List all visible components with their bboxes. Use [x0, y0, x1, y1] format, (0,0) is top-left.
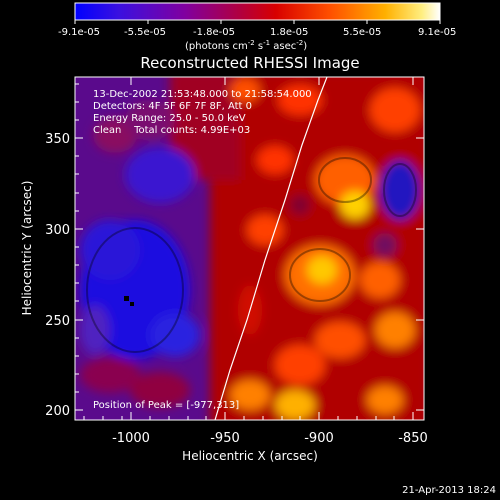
peak-position-label: Position of Peak = [-977,313]	[93, 400, 239, 411]
solar-limb-curve	[214, 77, 328, 420]
x-tick-label: -1000	[112, 431, 150, 446]
colorbar-tick-label: -9.1e-05	[58, 27, 100, 38]
colorbar-tick-label: -5.5e-05	[124, 27, 166, 38]
x-axis-ticks	[83, 77, 414, 420]
colorbar-tick-label: -1.8e-05	[193, 27, 235, 38]
colorbar-ticks	[74, 20, 441, 24]
info-energy-range: Energy Range: 25.0 - 50.0 keV	[93, 113, 246, 124]
colorbar-tick-label: 1.8e-05	[270, 27, 308, 38]
colorbar	[74, 2, 441, 21]
y-tick-label: 250	[45, 314, 70, 329]
y-axis-ticks	[75, 83, 424, 411]
x-axis-label: Heliocentric X (arcsec)	[182, 449, 318, 463]
y-tick-label: 300	[45, 223, 70, 238]
y-axis-label: Heliocentric Y (arcsec)	[20, 181, 34, 316]
info-time-range: 13-Dec-2002 21:53:48.000 to 21:58:54.000	[93, 89, 312, 100]
y-tick-label: 200	[45, 404, 70, 419]
x-tick-label: -850	[398, 431, 428, 446]
info-clean-counts: Clean Total counts: 4.99E+03	[93, 125, 250, 136]
info-detectors: Detectors: 4F 5F 6F 7F 8F, Att 0	[93, 101, 252, 112]
x-tick-label: -900	[304, 431, 334, 446]
footer-timestamp: 21-Apr-2013 18:24	[402, 485, 496, 496]
y-tick-label: 350	[45, 132, 70, 147]
heatmap-image	[75, 77, 424, 420]
colorbar-tick-label: 5.5e-05	[343, 27, 381, 38]
plot-frame	[74, 76, 425, 421]
x-tick-label: -950	[210, 431, 240, 446]
colorbar-unit-label: (photons cm-2 s-1 asec-2)	[185, 39, 307, 52]
colorbar-tick-label: 9.1e-05	[418, 27, 456, 38]
plot-title: Reconstructed RHESSI Image	[140, 54, 359, 72]
